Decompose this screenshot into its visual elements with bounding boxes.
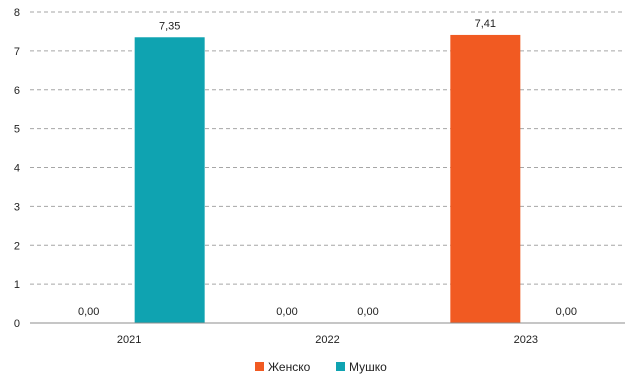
- x-axis: 2021 2022 2023: [30, 322, 625, 346]
- y-tick-label: 7: [14, 46, 20, 58]
- legend-swatch: [336, 362, 345, 371]
- y-tick-label: 3: [14, 201, 20, 213]
- y-tick-label: 5: [14, 124, 20, 136]
- data-label: 0,00: [556, 306, 577, 318]
- x-tick-label: 2021: [117, 334, 141, 346]
- bar: [134, 37, 205, 324]
- bars: 0,00 7,35 0,00 0,00 7,41 0,00: [78, 18, 577, 324]
- y-tick-label: 1: [14, 279, 20, 291]
- legend-label: Женско: [268, 360, 311, 374]
- data-label: 7,41: [475, 18, 496, 30]
- data-label: 0,00: [78, 306, 99, 318]
- x-tick-label: 2023: [514, 334, 538, 346]
- bar: [450, 34, 521, 323]
- legend-label: Мушко: [349, 360, 387, 374]
- y-tick-label: 6: [14, 85, 20, 97]
- y-tick-label: 8: [14, 7, 20, 19]
- gridlines: [30, 11, 625, 285]
- x-tick-label: 2022: [315, 334, 339, 346]
- y-axis: 0 1 2 3 4 5 6 7 8: [14, 7, 20, 330]
- data-label: 0,00: [357, 306, 378, 318]
- legend: Женско Мушко: [255, 360, 387, 374]
- y-tick-label: 4: [14, 163, 20, 175]
- y-tick-label: 0: [14, 318, 20, 330]
- data-label: 7,35: [159, 20, 180, 32]
- y-tick-label: 2: [14, 240, 20, 252]
- legend-swatch: [255, 362, 264, 371]
- data-label: 0,00: [276, 306, 297, 318]
